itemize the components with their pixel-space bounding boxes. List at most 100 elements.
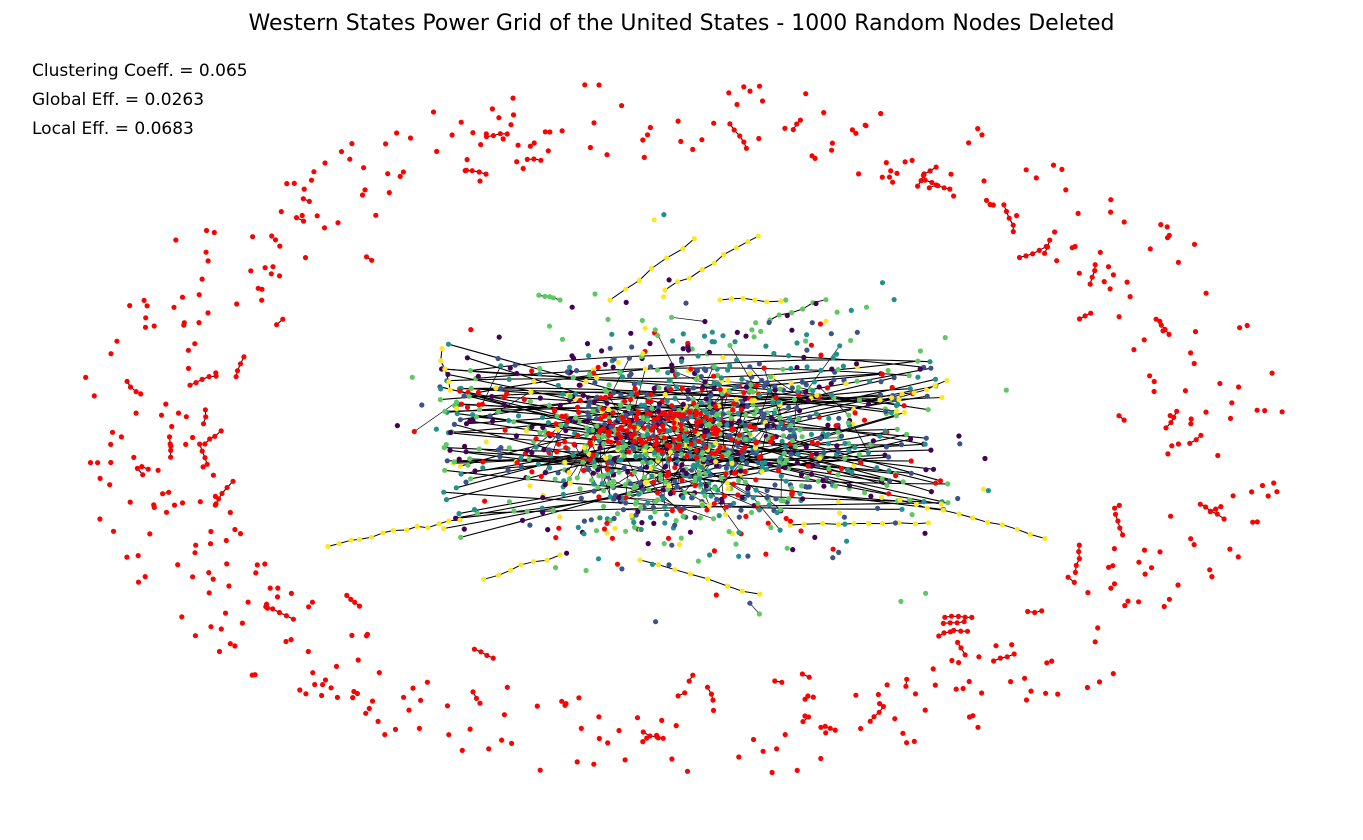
isolated-node <box>930 666 936 672</box>
isolated-node <box>141 297 147 303</box>
isolated-node <box>734 101 740 108</box>
isolated-node <box>349 141 355 147</box>
node <box>797 427 803 433</box>
node <box>769 415 775 422</box>
node <box>778 497 784 504</box>
fragment-node <box>1092 262 1098 268</box>
node <box>580 392 587 398</box>
node <box>956 433 962 439</box>
isolated-node <box>489 106 495 112</box>
node <box>685 396 691 402</box>
node <box>676 407 682 413</box>
fragment-node <box>1043 243 1049 250</box>
node <box>742 422 748 428</box>
node <box>649 473 655 479</box>
isolated-node <box>818 724 824 730</box>
node <box>705 428 711 434</box>
node <box>826 415 832 422</box>
fragment-node <box>348 596 354 603</box>
node <box>854 378 860 384</box>
node <box>433 426 439 432</box>
node <box>588 517 594 523</box>
isolated-node <box>1203 290 1209 296</box>
fragment-node <box>686 678 692 684</box>
node <box>715 416 722 422</box>
tendril-node <box>757 591 763 597</box>
node <box>703 483 709 489</box>
fragment-node <box>212 433 218 439</box>
tendril-node <box>800 306 806 312</box>
fragment-node <box>790 127 796 133</box>
long-edge <box>442 360 918 379</box>
node <box>577 397 583 403</box>
isolated-node <box>582 82 588 88</box>
isolated-node <box>1175 582 1181 588</box>
fragment-node <box>942 614 948 620</box>
node <box>708 393 714 399</box>
node <box>846 483 853 489</box>
isolated-node <box>369 698 376 704</box>
node <box>607 494 613 500</box>
node <box>844 467 851 473</box>
node <box>641 474 648 480</box>
node <box>656 408 662 414</box>
tendril-node <box>438 358 444 364</box>
fragment-node <box>710 697 716 703</box>
fragment-node <box>805 714 812 720</box>
isolated-node <box>1063 187 1069 193</box>
isolated-node <box>537 767 543 773</box>
node <box>709 329 715 335</box>
node <box>476 446 482 452</box>
node <box>908 458 914 464</box>
isolated-node <box>878 110 884 117</box>
node <box>662 391 668 398</box>
node <box>623 443 629 449</box>
edge <box>414 401 457 432</box>
fragment-node <box>483 171 489 177</box>
tendril-node <box>764 299 770 305</box>
node <box>463 479 469 485</box>
fragment-node <box>300 196 306 202</box>
node <box>835 499 841 505</box>
isolated-node <box>1111 581 1118 587</box>
node <box>590 408 596 414</box>
node <box>809 440 815 446</box>
tendril-edge <box>822 523 839 525</box>
node <box>846 440 852 446</box>
isolated-node <box>400 169 406 175</box>
node <box>736 553 742 559</box>
fragment-node <box>1036 247 1042 253</box>
isolated-node <box>510 95 516 101</box>
tendril-node <box>674 279 681 285</box>
node <box>471 507 478 513</box>
node <box>480 459 486 465</box>
tendril-edge <box>651 257 667 270</box>
node <box>554 426 561 432</box>
tendril-node <box>836 521 842 528</box>
fragment-node <box>1214 511 1220 517</box>
node <box>453 515 459 522</box>
node <box>942 335 948 341</box>
node <box>709 450 715 456</box>
tendril-node <box>447 387 453 393</box>
node <box>540 495 546 501</box>
node <box>661 435 668 441</box>
node <box>789 489 796 495</box>
node <box>506 376 512 382</box>
fragment-node <box>1016 254 1023 261</box>
isolated-node <box>531 140 537 146</box>
fragment-node <box>737 133 743 139</box>
node <box>611 496 617 502</box>
fragment-node <box>199 448 205 454</box>
node <box>646 435 652 441</box>
node <box>621 465 627 471</box>
isolated-node <box>596 714 602 720</box>
isolated-node <box>821 110 827 116</box>
node <box>870 438 877 444</box>
isolated-node <box>259 297 265 303</box>
isolated-node <box>1151 388 1157 395</box>
node <box>750 495 756 501</box>
fragment-node <box>929 179 935 186</box>
node <box>669 415 676 421</box>
node <box>791 396 798 403</box>
